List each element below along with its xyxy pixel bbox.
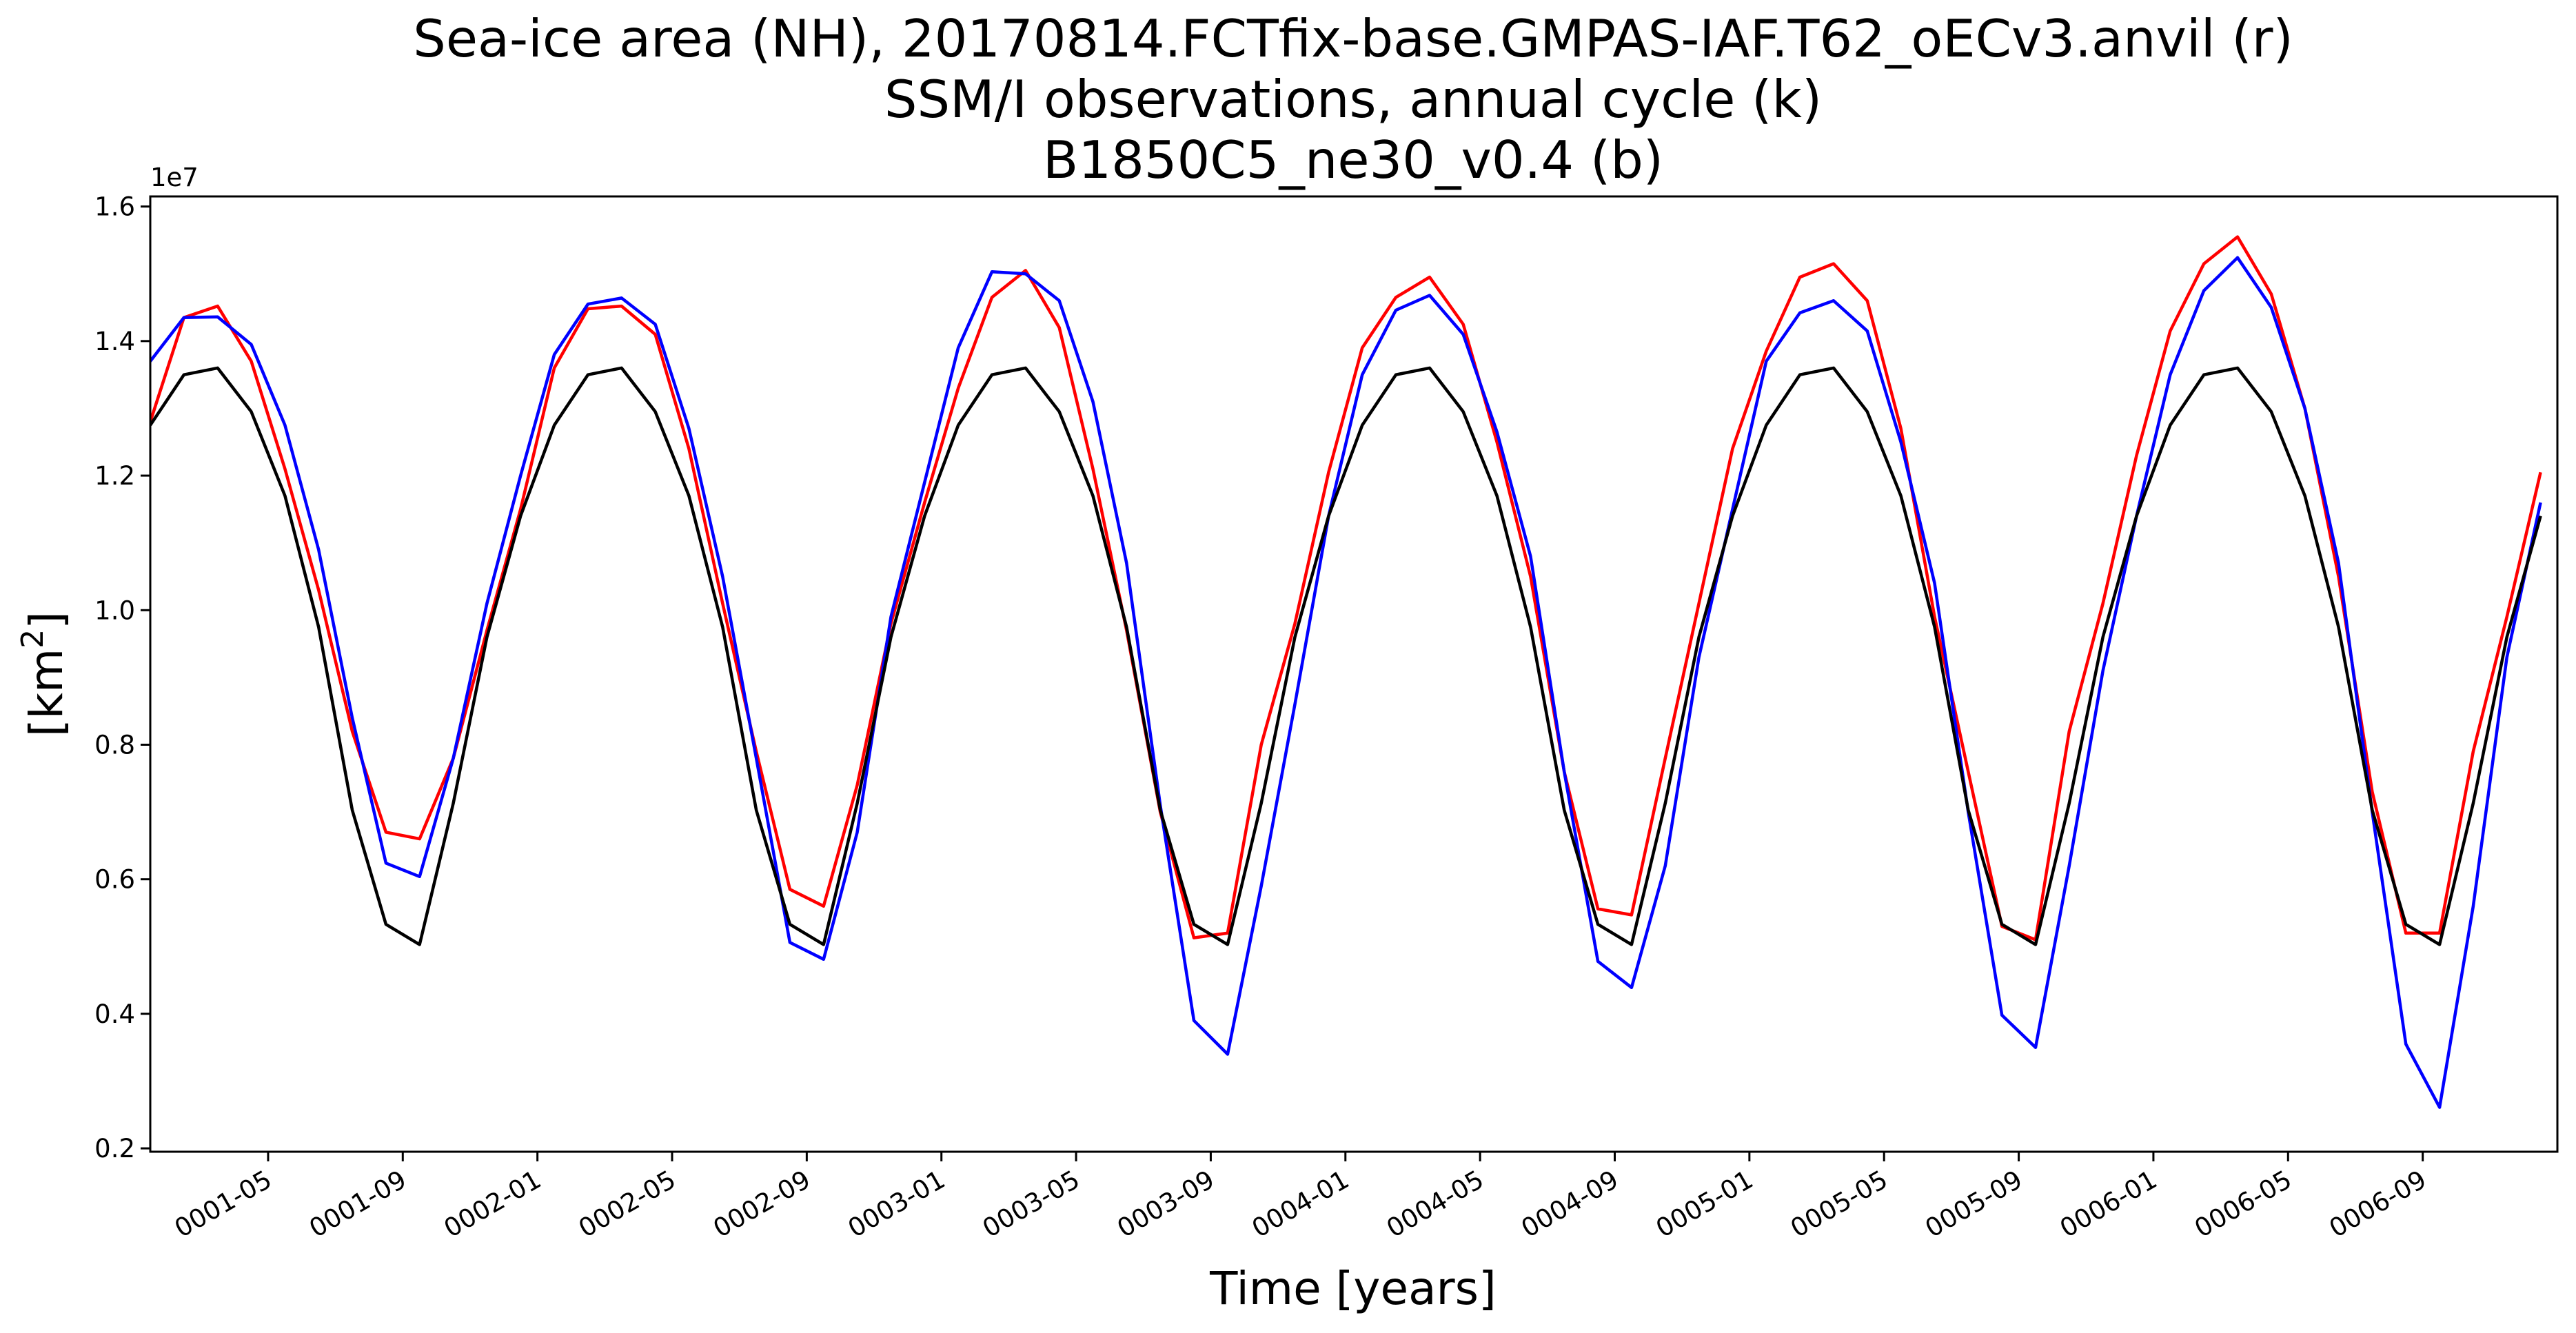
y-tick-label: 0.4: [94, 999, 135, 1029]
title-line-1: Sea-ice area (NH), 20170814.FCTfix-base.…: [413, 8, 2293, 69]
x-tick-label: 0005-05: [1785, 1165, 1892, 1244]
y-axis-label: [km2]: [15, 611, 73, 737]
y-tick-label: 0.2: [94, 1134, 135, 1163]
x-tick-label: 0003-09: [1113, 1165, 1219, 1244]
chart-title: Sea-ice area (NH), 20170814.FCTfix-base.…: [413, 8, 2293, 190]
x-tick-label: 0006-09: [2324, 1165, 2431, 1244]
x-tick-label: 0003-01: [843, 1165, 950, 1244]
x-tick-label: 0006-05: [2189, 1165, 2296, 1244]
x-tick-label: 0002-05: [574, 1165, 680, 1244]
y-axis-label-sup: 2: [15, 629, 50, 649]
series-line-3: [150, 366, 2542, 946]
y-axis-label-close: ]: [20, 611, 73, 629]
x-axis-ticks: 0001-05 0001-09 0002-01 0002-05 0002-09 0003-…: [170, 1152, 2431, 1243]
series-line-2: [150, 256, 2542, 1109]
y-axis-label-base: [km: [20, 649, 73, 737]
x-tick-label: 0005-01: [1651, 1165, 1758, 1244]
y-offset-label: 1e7: [150, 163, 199, 192]
plot-frame: [149, 195, 2559, 1153]
x-tick-label: 0006-01: [2055, 1165, 2162, 1244]
x-tick-label: 0001-05: [170, 1165, 276, 1244]
x-tick-label: 0004-09: [1517, 1165, 1623, 1244]
y-tick-label: 0.8: [94, 730, 135, 760]
y-tick-label: 1.6: [94, 192, 135, 222]
y-tick-label: 1.0: [94, 596, 135, 625]
title-line-2: SSM/I observations, annual cycle (k): [884, 69, 1822, 130]
x-tick-label: 0004-01: [1247, 1165, 1354, 1244]
title-line-3: B1850C5_ne30_v0.4 (b): [1043, 130, 1663, 190]
x-tick-label: 0005-09: [1920, 1165, 2027, 1244]
series-line-1: [150, 235, 2542, 942]
y-tick-label: 0.6: [94, 865, 135, 895]
x-tick-label: 0002-01: [439, 1165, 546, 1244]
x-tick-label: 0004-05: [1381, 1165, 1488, 1244]
x-tick-label: 0001-09: [304, 1165, 411, 1244]
y-axis-ticks: 0.2 0.4 0.6 0.8 1.0 1.2 1.4 1.6: [94, 192, 150, 1163]
y-tick-label: 1.4: [94, 327, 135, 356]
y-tick-label: 1.2: [94, 461, 135, 491]
x-axis-label: Time [years]: [1209, 1262, 1497, 1315]
plot-series: [150, 235, 2542, 1109]
x-tick-label: 0003-05: [977, 1165, 1084, 1244]
x-tick-label: 0002-09: [708, 1165, 815, 1244]
